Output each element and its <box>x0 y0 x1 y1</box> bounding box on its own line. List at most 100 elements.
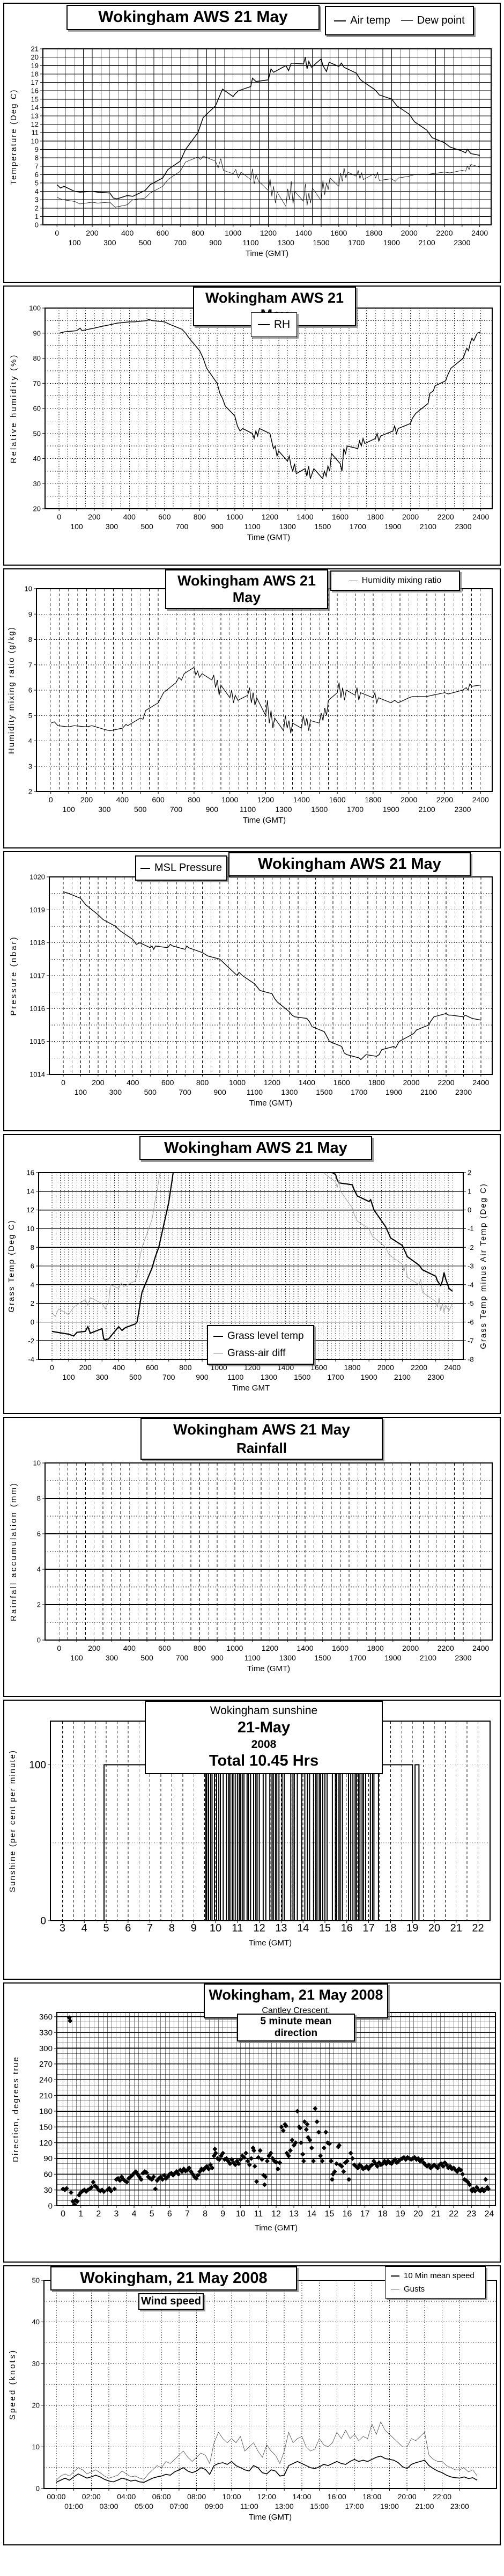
svg-text:30: 30 <box>43 2186 53 2195</box>
svg-text:800: 800 <box>191 229 204 237</box>
svg-text:Temperature (Deg C): Temperature (Deg C) <box>9 89 18 185</box>
svg-text:03:00: 03:00 <box>100 2502 118 2511</box>
svg-text:8: 8 <box>203 2209 207 2219</box>
svg-text:1500: 1500 <box>314 522 331 531</box>
chart-title-box: Wokingham AWS 21 May <box>139 1136 372 1161</box>
svg-text:2000: 2000 <box>403 1078 420 1087</box>
svg-text:0: 0 <box>36 2485 40 2493</box>
svg-text:2300: 2300 <box>455 522 471 531</box>
svg-text:100: 100 <box>62 1373 75 1381</box>
svg-text:13: 13 <box>275 1922 287 1934</box>
svg-text:270: 270 <box>39 2060 53 2069</box>
svg-text:12: 12 <box>271 2209 281 2219</box>
svg-text:6: 6 <box>31 1262 34 1270</box>
svg-text:-5: -5 <box>468 1299 474 1307</box>
svg-text:2300: 2300 <box>427 1373 444 1381</box>
svg-text:100: 100 <box>70 1653 83 1662</box>
svg-text:10: 10 <box>27 1225 34 1233</box>
svg-text:17: 17 <box>360 2209 370 2219</box>
grass-air-diff-line-sample <box>213 1353 223 1354</box>
svg-text:2400: 2400 <box>472 1644 489 1652</box>
rh-line-sample <box>257 324 270 325</box>
svg-text:11: 11 <box>254 2209 263 2219</box>
svg-text:300: 300 <box>39 2044 53 2053</box>
svg-text:2400: 2400 <box>472 1078 489 1087</box>
svg-text:10: 10 <box>31 137 39 145</box>
svg-text:19: 19 <box>31 62 39 70</box>
panel-msl-pressure: MSL Pressure Wokingham AWS 21 May 1014 10… <box>3 851 501 1131</box>
svg-text:3: 3 <box>35 196 39 204</box>
svg-text:Grass Temp (Deg C): Grass Temp (Deg C) <box>7 1219 16 1312</box>
svg-text:2100: 2100 <box>420 522 436 531</box>
chart-title-box: Wokingham, 21 May 2008 <box>50 2266 297 2291</box>
svg-text:900: 900 <box>196 1373 209 1381</box>
svg-text:0: 0 <box>61 2209 65 2219</box>
svg-text:1700: 1700 <box>350 1653 366 1662</box>
svg-text:0: 0 <box>35 221 39 229</box>
svg-text:06:00: 06:00 <box>152 2492 171 2501</box>
svg-text:500: 500 <box>139 238 152 247</box>
chart-title-box: Wokingham AWS 21 May <box>228 852 471 877</box>
svg-text:2100: 2100 <box>420 1088 437 1096</box>
svg-text:3: 3 <box>60 1922 65 1934</box>
svg-text:1: 1 <box>468 1187 471 1195</box>
svg-text:11: 11 <box>32 129 39 137</box>
svg-text:0: 0 <box>31 1318 34 1326</box>
svg-text:10:00: 10:00 <box>223 2492 241 2501</box>
svg-text:09:00: 09:00 <box>205 2502 224 2511</box>
svg-text:13: 13 <box>289 2209 299 2219</box>
svg-text:1100: 1100 <box>244 1653 261 1662</box>
svg-text:100: 100 <box>70 522 83 531</box>
svg-text:1800: 1800 <box>367 1644 384 1652</box>
legend-label-air-temp: Air temp <box>350 14 390 26</box>
svg-text:1600: 1600 <box>333 1078 350 1087</box>
svg-text:100: 100 <box>29 1760 46 1771</box>
svg-text:15: 15 <box>31 95 39 103</box>
svg-text:9: 9 <box>35 145 39 153</box>
legend-box: Grass level temp Grass-air diff <box>207 1325 314 1365</box>
svg-text:2: 2 <box>96 2209 101 2219</box>
chart-title-box: Wokingham AWS 21 May Rainfall <box>140 1418 383 1460</box>
svg-text:1017: 1017 <box>29 972 45 980</box>
svg-text:400: 400 <box>113 1363 125 1372</box>
svg-text:1900: 1900 <box>386 1088 402 1096</box>
svg-text:2200: 2200 <box>436 229 453 237</box>
svg-text:-2: -2 <box>28 1337 34 1345</box>
svg-text:1000: 1000 <box>226 513 243 521</box>
sunshine-total-label: Total 10.45 Hrs <box>209 1752 319 1769</box>
legend-item-grass-level-temp: Grass level temp <box>213 1330 304 1342</box>
svg-text:16:00: 16:00 <box>328 2492 346 2501</box>
svg-text:1000: 1000 <box>221 795 238 804</box>
svg-text:2: 2 <box>31 1299 34 1307</box>
svg-text:2200: 2200 <box>438 1078 454 1087</box>
svg-text:0: 0 <box>57 1644 61 1652</box>
svg-text:9: 9 <box>191 1922 197 1934</box>
svg-text:2000: 2000 <box>402 1644 419 1652</box>
rainfall-chart: 0246810010020030040050060070080090010001… <box>9 1459 493 1673</box>
svg-text:1000: 1000 <box>229 1078 246 1087</box>
grass-temperature-chart: -4-20246810121416-8-7-6-5-4-3-2-10120100… <box>7 1169 488 1393</box>
chart-title: Wokingham AWS 21 May <box>173 1421 350 1438</box>
svg-text:400: 400 <box>123 513 136 521</box>
svg-text:1400: 1400 <box>277 1363 294 1372</box>
panel-relative-humidity: Wokingham AWS 21 May RH 20 30 40 50 60 70 80 90… <box>3 286 501 566</box>
svg-text:7: 7 <box>185 2209 190 2219</box>
svg-text:20: 20 <box>33 505 41 513</box>
svg-text:600: 600 <box>161 1078 174 1087</box>
svg-text:1: 1 <box>78 2209 83 2219</box>
legend-item-rh: RH <box>257 318 290 331</box>
svg-text:5: 5 <box>150 2209 154 2219</box>
svg-text:1700: 1700 <box>351 1088 367 1096</box>
svg-text:800: 800 <box>188 795 201 804</box>
svg-text:800: 800 <box>179 1363 192 1372</box>
dew-point-line-sample <box>401 20 413 21</box>
svg-text:9: 9 <box>28 610 32 618</box>
svg-text:120: 120 <box>39 2139 53 2148</box>
svg-text:1900: 1900 <box>383 238 400 247</box>
svg-text:500: 500 <box>144 1088 157 1096</box>
svg-text:1100: 1100 <box>247 1088 263 1096</box>
svg-text:16: 16 <box>341 1922 353 1934</box>
svg-text:1000: 1000 <box>226 1644 243 1652</box>
svg-text:8: 8 <box>28 635 32 643</box>
svg-text:21: 21 <box>450 1922 462 1934</box>
